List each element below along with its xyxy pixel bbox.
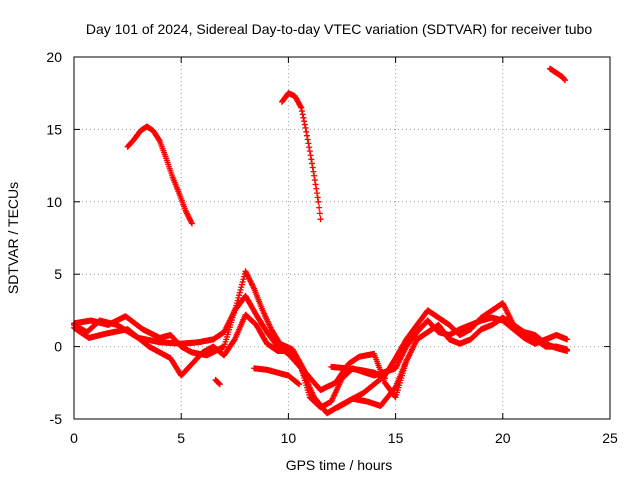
data-point-marker: [316, 204, 323, 211]
data-point-marker: [239, 278, 246, 285]
y-tick-label: 0: [54, 339, 62, 355]
data-point-marker: [303, 128, 310, 135]
series-segment-4: [334, 358, 410, 411]
y-tick-label: 10: [46, 194, 62, 210]
x-tick-label: 10: [281, 430, 297, 446]
axis-ticks: 0 5 10 15 20 25 -5 0 5 10 15 20: [46, 49, 618, 446]
data-point-marker: [238, 284, 245, 291]
series-arc-b: [278, 90, 324, 223]
data-point-marker: [296, 381, 303, 388]
data-point-marker: [311, 177, 318, 184]
data-point-marker: [156, 136, 163, 143]
data-point-marker: [317, 216, 324, 223]
x-tick-label: 25: [602, 430, 618, 446]
data-point-marker: [238, 281, 245, 288]
data-point-marker: [235, 294, 242, 301]
data-point-marker: [381, 375, 388, 382]
data-point-marker: [236, 289, 243, 296]
data-point-marker: [316, 210, 323, 217]
plot-frame: [73, 56, 611, 420]
data-point-marker: [314, 194, 321, 201]
data-point-marker: [308, 160, 315, 167]
data-point-marker: [310, 168, 317, 175]
data-point-marker: [236, 292, 243, 299]
data-point-marker: [561, 77, 568, 84]
x-tick-label: 5: [177, 430, 185, 446]
y-tick-label: 15: [46, 121, 62, 137]
data-point-marker: [311, 172, 318, 179]
x-tick-label: 0: [70, 430, 78, 446]
data-point-marker: [300, 114, 307, 121]
data-point-marker: [302, 124, 309, 131]
data-point-marker: [299, 111, 306, 118]
data-point-marker: [234, 297, 241, 304]
x-tick-label: 15: [388, 430, 404, 446]
series-trace-3: [71, 268, 571, 401]
y-tick-label: -5: [50, 411, 63, 427]
series-arc-c: [546, 65, 568, 84]
data-point-marker: [315, 198, 322, 205]
data-point-marker: [561, 76, 568, 83]
data-point-marker: [403, 358, 410, 365]
x-tick-label: 20: [495, 430, 511, 446]
data-point-marker: [237, 286, 244, 293]
series-segment-1: [212, 376, 223, 388]
data-point-marker: [313, 190, 320, 197]
data-point-marker: [312, 181, 319, 188]
data-point-marker: [306, 148, 313, 155]
data-point-marker: [303, 132, 310, 139]
data-point-marker: [564, 347, 571, 354]
y-tick-label: 20: [46, 49, 62, 65]
data-point-marker: [233, 300, 240, 307]
y-axis-label: SDTVAR / TECUs: [5, 182, 21, 294]
chart-title: Day 101 of 2024, Sidereal Day-to-day VTE…: [86, 21, 593, 37]
data-point-marker: [216, 380, 223, 387]
series-arc-a: [124, 123, 195, 227]
data-point-marker: [308, 156, 315, 163]
data-point-marker: [301, 118, 308, 125]
data-point-marker: [240, 276, 247, 283]
data-point-marker: [297, 103, 304, 110]
data-point-marker: [306, 144, 313, 151]
y-tick-label: 5: [54, 266, 62, 282]
series-segment-3: [328, 363, 388, 382]
data-point-marker: [313, 185, 320, 192]
x-axis-label: GPS time / hours: [286, 457, 393, 473]
data-point-marker: [304, 136, 311, 143]
data-point-marker: [298, 104, 305, 111]
series-segment-2: [251, 365, 303, 388]
data-point-marker: [298, 108, 305, 115]
data-point-marker: [188, 220, 195, 227]
data-point-marker: [216, 381, 223, 388]
data-point-marker: [305, 140, 312, 147]
data-markers: [71, 65, 571, 417]
data-point-marker: [301, 121, 308, 128]
grid: [74, 57, 610, 419]
data-point-marker: [307, 152, 314, 159]
data-point-marker: [564, 336, 571, 343]
data-point-marker: [309, 164, 316, 171]
